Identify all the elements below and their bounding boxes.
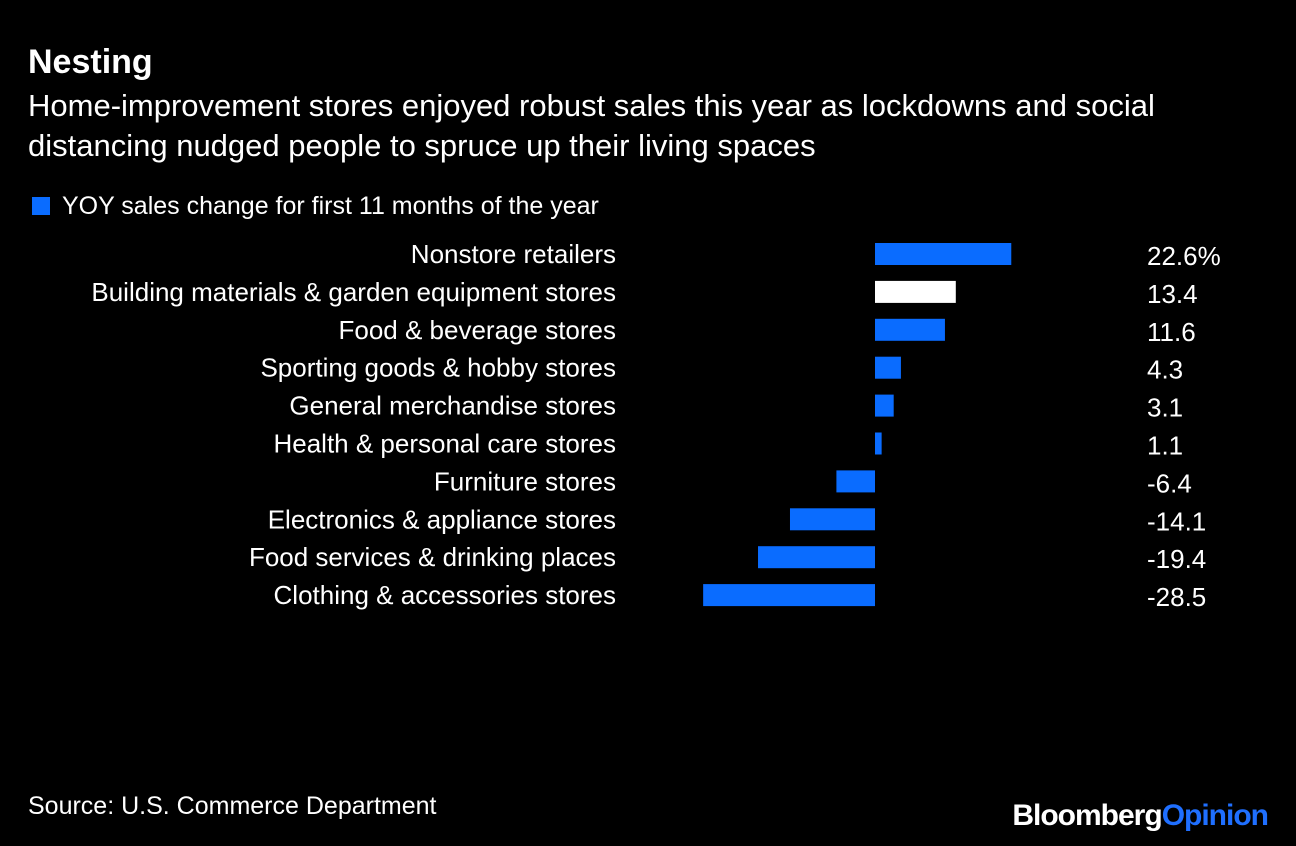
bar-chart: Nonstore retailers 22.6% Building material… <box>91 239 1221 612</box>
category-label: Furniture stores <box>434 466 616 496</box>
bar <box>875 318 945 341</box>
category-label: Sporting goods & hobby stores <box>260 353 616 383</box>
bar <box>789 508 875 531</box>
bar <box>836 470 875 493</box>
category-label: Nonstore retailers <box>411 239 616 269</box>
bar <box>875 356 901 379</box>
value-label: 22.6% <box>1147 241 1221 271</box>
bar <box>875 432 882 455</box>
bar <box>875 280 956 303</box>
bar <box>875 243 1012 265</box>
category-label: Electronics & appliance stores <box>268 504 616 534</box>
value-label: -6.4 <box>1147 468 1192 498</box>
category-label: Clothing & accessories stores <box>274 580 616 610</box>
category-label: Food & beverage stores <box>339 315 617 345</box>
category-label: Health & personal care stores <box>273 429 616 459</box>
value-label: 11.6 <box>1147 317 1196 347</box>
value-label: -28.5 <box>1147 582 1206 612</box>
category-label: Building materials & garden equipment st… <box>91 277 616 307</box>
bar <box>875 394 894 417</box>
category-label: General merchandise stores <box>289 391 616 421</box>
chart-subtitle: Home-improvement stores enjoyed robust s… <box>28 88 1155 163</box>
value-label: 4.3 <box>1147 355 1183 385</box>
logo-bloomberg: Bloomberg <box>1012 799 1162 832</box>
logo-opinion: Opinion <box>1161 799 1269 832</box>
value-label: 13.4 <box>1147 279 1198 309</box>
bar <box>758 546 875 569</box>
value-label: 3.1 <box>1147 393 1183 423</box>
chart-legend: YOY sales change for first 11 months of … <box>32 190 599 222</box>
value-label: 1.1 <box>1147 431 1183 461</box>
source-note: Source: U.S. Commerce Department <box>28 792 437 820</box>
value-label: -19.4 <box>1147 544 1206 574</box>
bloomberg-opinion-logo: BloombergOpinion <box>1012 798 1269 834</box>
category-label: Food services & drinking places <box>249 542 616 572</box>
chart-title: Nesting <box>28 43 153 81</box>
legend-swatch <box>32 197 50 215</box>
value-label: -14.1 <box>1147 506 1206 536</box>
legend-label: YOY sales change for first 11 months of … <box>62 192 599 220</box>
bar <box>703 584 875 607</box>
